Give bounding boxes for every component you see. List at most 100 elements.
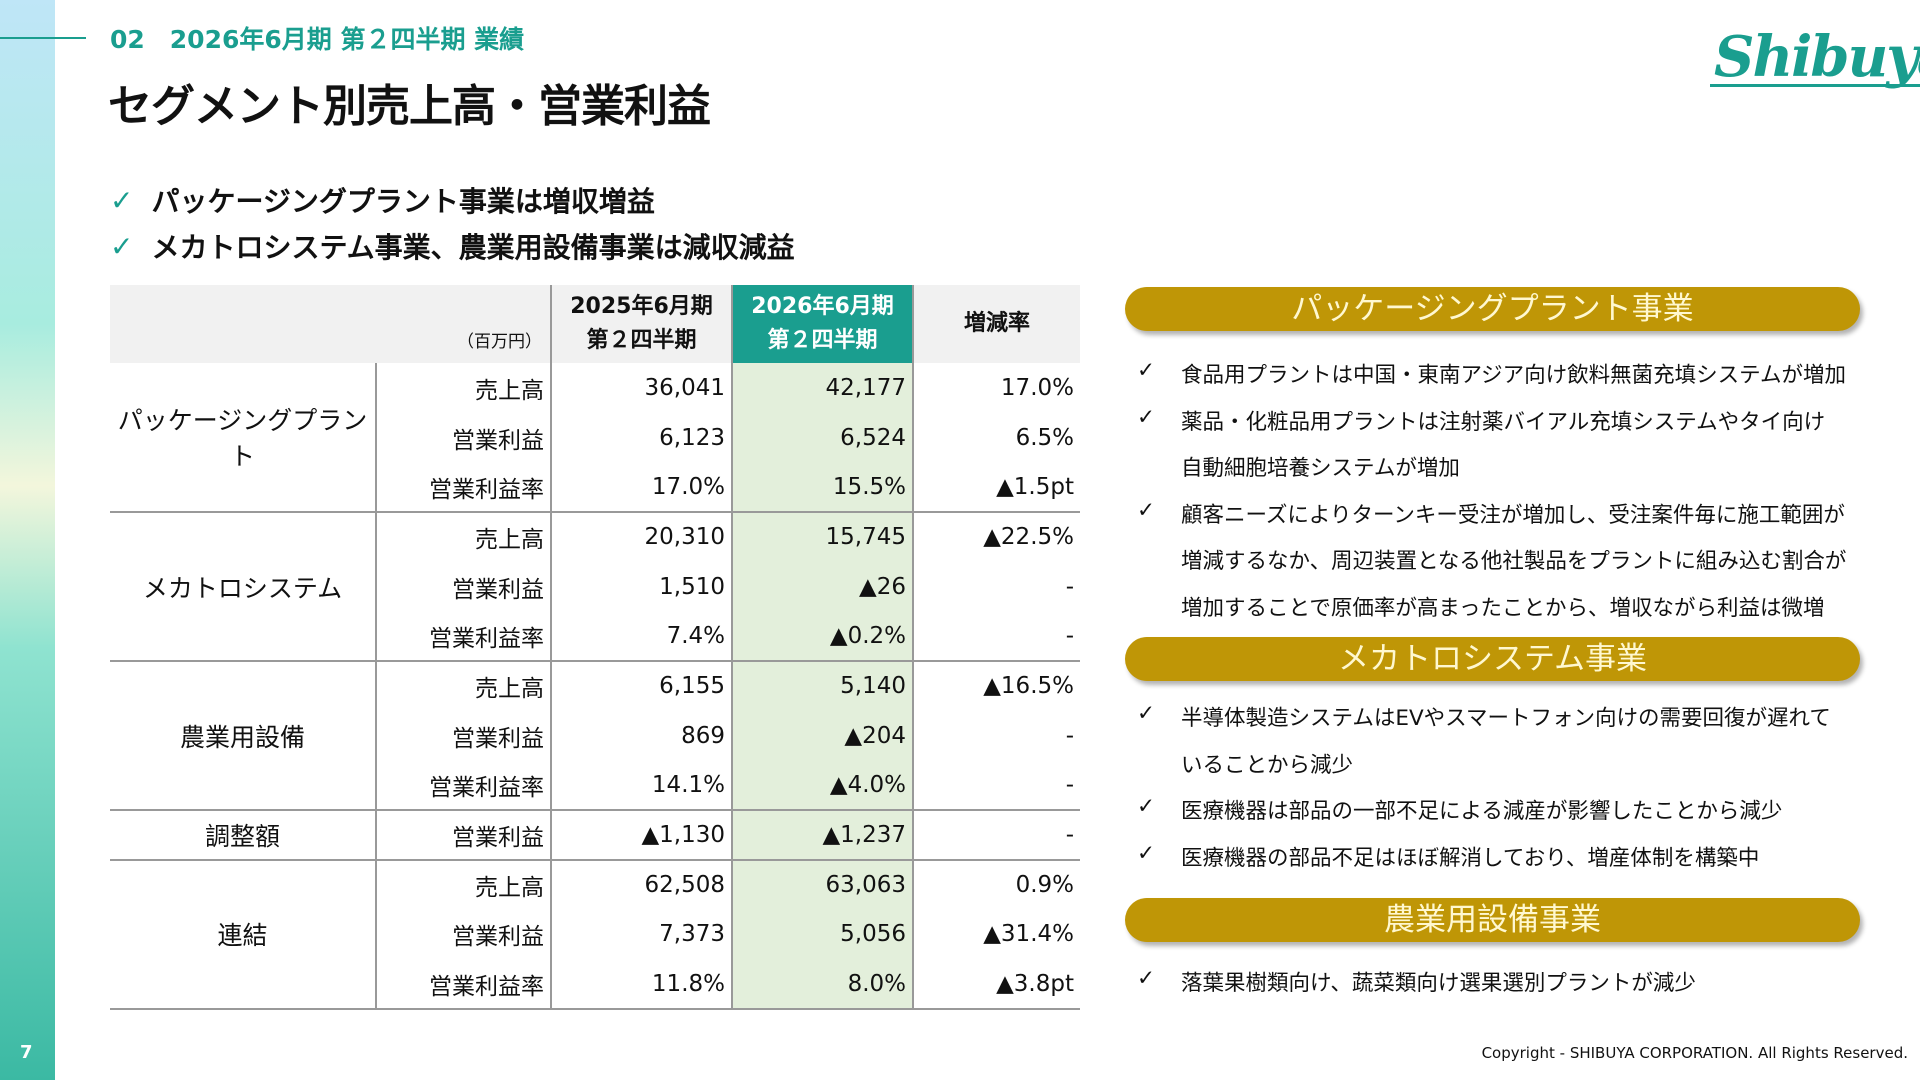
header-current: 2026年6月期 第２四半期 [731, 285, 914, 363]
section-rule [0, 37, 86, 39]
current-value: ▲0.2% [732, 611, 914, 663]
prev-value: 20,310 [551, 512, 733, 562]
panel-title-pill: メカトロシステム事業 [1125, 637, 1860, 681]
prev-value: 7,373 [551, 909, 733, 960]
item-label: 営業利益率 [376, 760, 552, 812]
prev-value: 11.8% [551, 959, 733, 1010]
check-icon: ✓ [110, 183, 134, 217]
current-value: ▲1,237 [732, 810, 914, 861]
current-value: ▲26 [732, 561, 914, 612]
bullet-text: 顧客ニーズによりターンキー受注が増加し、受注案件毎に施工範囲が [1181, 502, 1845, 528]
change-rate: - [913, 760, 1080, 812]
bullet-text: いることから減少 [1181, 752, 1354, 778]
current-value: 15.5% [732, 462, 914, 514]
change-rate: ▲1.5pt [913, 462, 1080, 514]
check-icon: ✓ [1137, 701, 1156, 726]
current-value: ▲4.0% [732, 760, 914, 812]
change-rate: 0.9% [1015, 872, 1074, 899]
current-value: 5,140 [732, 661, 914, 711]
current-value: 6,524 [732, 412, 914, 463]
table-row: 営業利益率 17.0% 15.5% ▲1.5pt [110, 462, 1080, 514]
header-rate: 増減率 [913, 285, 1080, 363]
item-label: 営業利益 [376, 561, 552, 612]
prev-value: ▲1,130 [551, 810, 733, 861]
change-rate: 17.0% [1000, 374, 1074, 401]
lead-text: メカトロシステム事業、農業用設備事業は減収減益 [151, 231, 795, 264]
change-rate: ▲16.5% [983, 673, 1074, 700]
side-gradient-stripe [0, 0, 55, 1080]
check-icon: ✓ [1137, 497, 1156, 523]
table-row: 営業利益 869 ▲204 - [110, 710, 1080, 761]
segment-name: パッケージングプラント [110, 363, 377, 514]
bullet-text: 自動細胞培養システムが増加 [1181, 456, 1460, 481]
prev-value: 869 [551, 710, 733, 761]
table-row: 農業用設備 売上高 6,155 5,140 ▲16.5% [110, 661, 1080, 812]
change-rate: - [913, 611, 1080, 663]
item-label: 営業利益 [376, 810, 552, 861]
item-label: 営業利益率 [376, 462, 552, 514]
check-icon: ✓ [1137, 358, 1156, 383]
segment-name: 調整額 [110, 810, 377, 861]
change-rate: - [913, 810, 1080, 861]
bullet-text: 落葉果樹類向け、蔬菜類向け選果選別プラントが減少 [1181, 971, 1696, 996]
check-icon: ✓ [1137, 840, 1156, 866]
table-row: 営業利益率 7.4% ▲0.2% - [110, 611, 1080, 663]
change-rate: 6.5% [1015, 424, 1074, 451]
prev-value: 7.4% [551, 611, 733, 663]
segment-table: （百万円） 2025年6月期 第２四半期 2026年6月期 第２四半期 増減率 パッ… [110, 285, 1080, 1010]
item-label: 売上高 [376, 661, 552, 711]
prev-value: 17.0% [551, 462, 733, 514]
segment-name: メカトロシステム [110, 512, 377, 663]
item-label: 営業利益率 [376, 611, 552, 663]
current-value: 42,177 [732, 363, 914, 413]
segment-name: 農業用設備 [110, 661, 377, 812]
prev-value: 62,508 [551, 859, 733, 910]
bullet-text: 医療機器は部品の一部不足による減産が影響したことから減少 [1181, 799, 1783, 824]
check-icon: ✓ [1137, 966, 1156, 991]
item-label: 売上高 [376, 512, 552, 562]
item-label: 営業利益率 [376, 959, 552, 1010]
item-label: 営業利益 [376, 710, 552, 761]
current-value: 5,056 [732, 909, 914, 960]
copyright: Copyright - SHIBUYA CORPORATION. All Rig… [1481, 1044, 1908, 1062]
item-label: 売上高 [376, 363, 552, 413]
table-row: 営業利益 1,510 ▲26 - [110, 561, 1080, 612]
change-rate: ▲3.8pt [913, 959, 1080, 1010]
check-icon: ✓ [110, 229, 134, 263]
change-rate: ▲22.5% [983, 524, 1074, 551]
shibuya-logo: Shibuya [1710, 29, 1920, 87]
prev-value: 1,510 [551, 561, 733, 612]
change-rate: - [1065, 722, 1074, 749]
bullet-text: 医療機器の部品不足はほぼ解消しており、増産体制を構築中 [1181, 845, 1760, 871]
current-value: 15,745 [732, 512, 914, 562]
page-title: セグメント別売上高・営業利益 [108, 81, 711, 132]
section-label: 02 2026年6月期 第２四半期 業績 [110, 25, 525, 54]
table-row: 連結 売上高 62,508 63,063 0.9% [110, 859, 1080, 1010]
table-row: パッケージングプラント 売上高 36,041 42,177 17.0% [110, 363, 1080, 514]
table-row: メカトロシステム 売上高 20,310 15,745 ▲22.5% [110, 512, 1080, 663]
check-icon: ✓ [1137, 794, 1156, 819]
bullet-text: 半導体製造システムはEVやスマートフォン向けの需要回復が遅れて [1181, 706, 1831, 731]
current-value: 8.0% [732, 959, 914, 1010]
item-label: 営業利益 [376, 412, 552, 463]
table-row: 営業利益 7,373 5,056 ▲31.4% [110, 909, 1080, 960]
lead-point: ✓ パッケージングプラント事業は増収増益 [110, 180, 655, 220]
change-rate: ▲31.4% [983, 921, 1074, 948]
table-row: 営業利益率 11.8% 8.0% ▲3.8pt [110, 959, 1080, 1010]
change-rate: - [1065, 573, 1074, 600]
item-label: 営業利益 [376, 909, 552, 960]
bullet-text: 増減するなか、周辺装置となる他社製品をプラントに組み込む割合が [1181, 549, 1847, 574]
prev-value: 14.1% [551, 760, 733, 812]
lead-point: ✓ メカトロシステム事業、農業用設備事業は減収減益 [110, 226, 795, 266]
check-icon: ✓ [1137, 404, 1156, 430]
current-value: 63,063 [732, 859, 914, 910]
panel-title-pill: パッケージングプラント事業 [1125, 287, 1860, 331]
bullet-text: 薬品・化粧品用プラントは注射薬バイアル充填システムやタイ向け [1181, 409, 1826, 435]
table-row: 営業利益 6,123 6,524 6.5% [110, 412, 1080, 463]
table-header: （百万円） 2025年6月期 第２四半期 2026年6月期 第２四半期 増減率 [110, 285, 1080, 363]
prev-value: 6,155 [551, 661, 733, 711]
prev-value: 36,041 [551, 363, 733, 413]
table-row: 調整額 営業利益 ▲1,130 ▲1,237- [110, 810, 1080, 861]
unit-label: （百万円） [376, 285, 551, 363]
table-row: 営業利益率 14.1% ▲4.0% - [110, 760, 1080, 812]
